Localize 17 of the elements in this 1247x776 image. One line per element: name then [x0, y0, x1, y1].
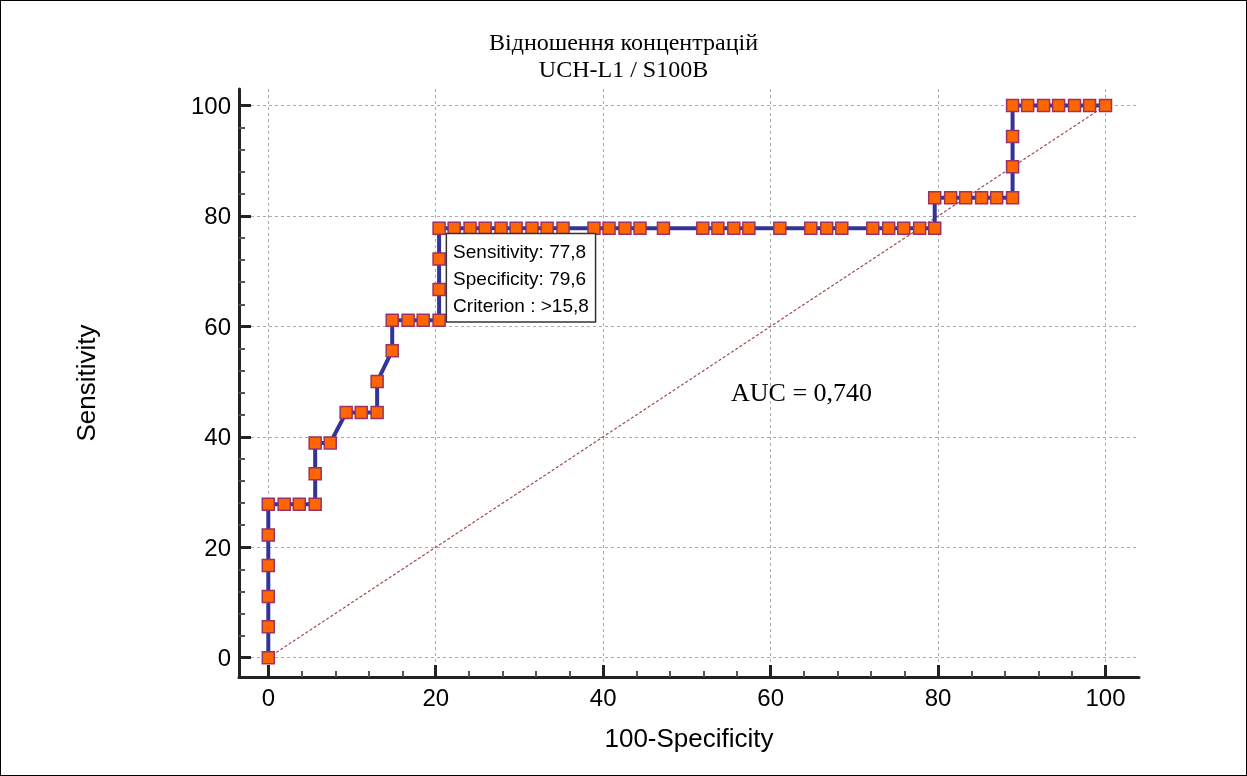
annotation: AUC = 0,740 [731, 377, 873, 407]
y-tick-label: 40 [204, 423, 231, 451]
x-tick-label: 60 [757, 683, 784, 711]
y-tick-label: 100 [190, 92, 231, 120]
chart-title: Відношення концентрацій UCH-L1 / S100B [488, 28, 759, 82]
y-tick-label: 60 [204, 312, 231, 340]
annotation: Sensitivity: 77,8 Specificity: 79,6 Criterion : >15,8 [453, 241, 589, 317]
y-axis-title: Sensitivity [71, 324, 101, 442]
x-tick-label: 40 [589, 683, 617, 711]
x-tick-label: 20 [422, 683, 450, 711]
x-tick-label: 0 [261, 683, 275, 711]
x-axis-title: 100-Specificity [604, 723, 774, 753]
x-tick-label: 80 [924, 683, 952, 711]
x-tick-label: 100 [1085, 683, 1126, 711]
y-tick-label: 20 [204, 533, 231, 561]
y-tick-label: 0 [217, 644, 231, 672]
y-tick-label: 80 [204, 202, 231, 230]
